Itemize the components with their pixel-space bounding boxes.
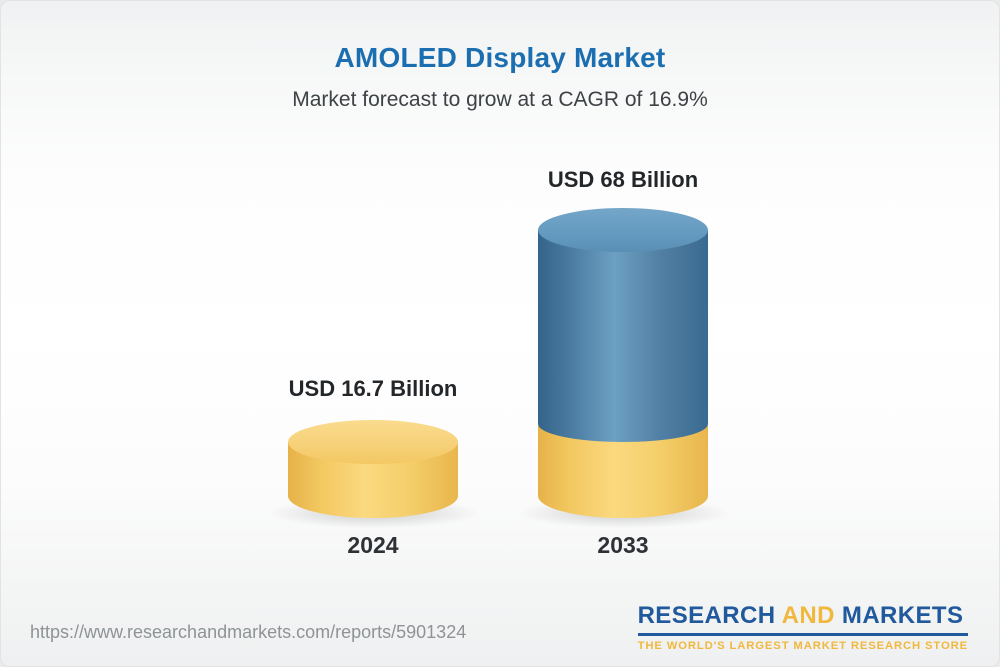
category-label-2033: 2033: [597, 532, 649, 558]
value-label-2024: USD 16.7 Billion: [288, 376, 458, 401]
page-subtitle: Market forecast to grow at a CAGR of 16.…: [292, 88, 708, 111]
logo-wordmark: RESEARCH AND MARKETS: [638, 602, 968, 630]
bar-2024-cylinder: [270, 420, 478, 528]
logo-word-and: AND: [781, 602, 835, 629]
logo-word-markets: MARKETS: [841, 602, 964, 629]
logo-divider-rule: [637, 633, 968, 636]
logo-tagline: THE WORLD'S LARGEST MARKET RESEARCH STOR…: [637, 640, 968, 652]
category-label-2024: 2024: [347, 532, 399, 558]
bar-2024-top-ellipse: [288, 420, 458, 464]
bar-2033-cylinder: [520, 208, 728, 528]
research-and-markets-logo: RESEARCH AND MARKETS THE WORLD'S LARGEST…: [637, 602, 968, 652]
logo-word-research: RESEARCH: [637, 602, 776, 629]
bar-2033-growth-segment: [538, 230, 708, 442]
value-label-2033: USD 68 Billion: [547, 167, 699, 192]
bar-2033-top-ellipse: [538, 208, 708, 252]
report-url-link[interactable]: https://www.researchandmarkets.com/repor…: [30, 622, 467, 642]
page-title: AMOLED Display Market: [334, 42, 666, 73]
